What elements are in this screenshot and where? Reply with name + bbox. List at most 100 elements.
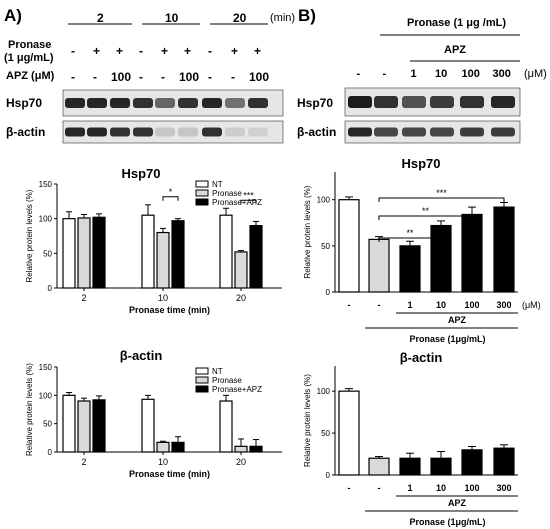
y-tick-label: 50: [43, 249, 52, 258]
x-tick-label: 1: [407, 300, 412, 310]
legend-label: Pronase: [212, 189, 242, 198]
x-tick-label: 100: [464, 483, 479, 493]
x-tick-label: -: [348, 300, 351, 310]
blot-band: [178, 127, 198, 137]
pronase-mark: -: [71, 44, 75, 58]
legend-label: NT: [212, 367, 223, 376]
x-tick-label: -: [348, 483, 351, 493]
significance-bracket: [240, 199, 257, 205]
significance-bracket: [162, 196, 179, 201]
blot-band: [348, 96, 372, 108]
apz-mark: -: [208, 70, 212, 84]
legend-swatch: [195, 189, 209, 197]
y-tick-label: 100: [39, 215, 53, 224]
lane-mark: 100: [461, 68, 480, 80]
blot-band: [374, 96, 398, 108]
apz-mark: -: [231, 70, 235, 84]
apz-mark: 100: [179, 70, 200, 84]
y-axis-label: Relative protein levels (%): [303, 185, 312, 278]
bar: [399, 457, 421, 476]
panel-a-label: A): [4, 6, 22, 25]
x-axis-label: Pronase time (min): [129, 305, 210, 315]
legend-label: Pronase: [212, 376, 242, 385]
blot-band: [460, 96, 484, 108]
blot-band: [460, 127, 484, 137]
lane-mark: 300: [492, 68, 511, 80]
blot-band: [430, 96, 454, 108]
chart-title: β-actin: [120, 348, 163, 363]
blot-band: [491, 96, 515, 108]
pronase-mark: -: [139, 44, 143, 58]
significance-label: ***: [436, 188, 447, 198]
blot-a-bactin-label: β-actin: [6, 125, 46, 139]
y-tick-label: 50: [43, 420, 52, 429]
pronase-row-label: Pronase: [8, 39, 52, 51]
legend-label: Pronase+APZ: [212, 198, 262, 207]
apz-mark: -: [93, 70, 97, 84]
x-tick-label: 10: [436, 483, 446, 493]
pronase-mark: -: [208, 44, 212, 58]
legend-swatch: [195, 385, 209, 393]
y-tick-label: 0: [326, 471, 331, 480]
legend-label: NT: [212, 180, 223, 189]
time-label-20: 20: [233, 11, 247, 25]
bar: [338, 390, 360, 476]
panel-b-label: B): [298, 6, 316, 25]
y-tick-label: 100: [317, 196, 331, 205]
pronase-mark: +: [93, 44, 101, 58]
lane-mark: -: [356, 68, 361, 80]
blot-band: [87, 127, 107, 137]
y-tick-label: 50: [321, 242, 330, 251]
apz-mark: 100: [249, 70, 270, 84]
pronase-group-label: Pronase (1μg/mL): [409, 517, 485, 527]
x-tick-label: 10: [436, 300, 446, 310]
lane-mark: 1: [410, 68, 417, 80]
blot-band: [202, 127, 222, 137]
y-tick-label: 50: [321, 429, 330, 438]
apz-mark: -: [139, 70, 143, 84]
chart-title: Hsp70: [401, 156, 440, 171]
pronase-mark: +: [161, 44, 169, 58]
y-axis-label: Relative protein levels (%): [303, 374, 312, 467]
apz-mark: -: [161, 70, 165, 84]
apz-row-label: APZ (μM): [6, 70, 55, 82]
legend-swatch: [195, 198, 209, 206]
time-unit: (min): [270, 12, 296, 24]
significance-bracket: [378, 237, 442, 242]
blot-band: [65, 127, 85, 137]
blot-band: [133, 98, 153, 108]
y-axis-label: Relative protein levels (%): [25, 363, 34, 456]
significance-label: **: [422, 206, 430, 216]
x-axis-label: Pronase time (min): [129, 469, 210, 479]
y-tick-label: 0: [48, 284, 53, 293]
blot-band: [402, 127, 426, 137]
blot-band: [65, 98, 85, 108]
blot-band: [491, 127, 515, 137]
blot-band: [248, 98, 268, 108]
x-tick-label: -: [378, 483, 381, 493]
blot-b-hsp70-label: Hsp70: [297, 96, 334, 110]
blot-band: [133, 127, 153, 137]
blot-band: [430, 127, 454, 137]
blot-strip: [62, 120, 284, 144]
blot-band: [110, 98, 130, 108]
x-tick-label: 2: [81, 457, 86, 467]
pronase-mark: +: [231, 44, 239, 58]
apz-group-label: APZ: [448, 315, 467, 325]
x-tick-label: 300: [496, 300, 511, 310]
bar: [430, 457, 452, 476]
apz-mark: 100: [111, 70, 132, 84]
pronase-mark: +: [254, 44, 262, 58]
blot-band: [155, 98, 175, 108]
x-tick-label: -: [378, 300, 381, 310]
lane-mark: 10: [435, 68, 448, 80]
y-tick-label: 0: [326, 288, 331, 297]
blot-band: [225, 98, 245, 108]
significance-bracket: [378, 215, 473, 220]
chart-title: Hsp70: [121, 166, 160, 181]
y-tick-label: 100: [317, 387, 331, 396]
x-tick-label: 10: [158, 457, 168, 467]
